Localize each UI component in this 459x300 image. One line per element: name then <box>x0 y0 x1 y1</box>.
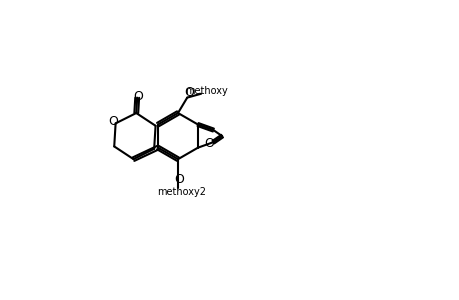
Text: O: O <box>174 173 184 186</box>
Text: O: O <box>184 86 193 100</box>
Text: O: O <box>204 137 214 150</box>
Text: methoxy2: methoxy2 <box>157 187 206 197</box>
Text: O: O <box>133 90 143 103</box>
Text: methoxy: methoxy <box>185 86 227 96</box>
Text: O: O <box>107 115 118 128</box>
